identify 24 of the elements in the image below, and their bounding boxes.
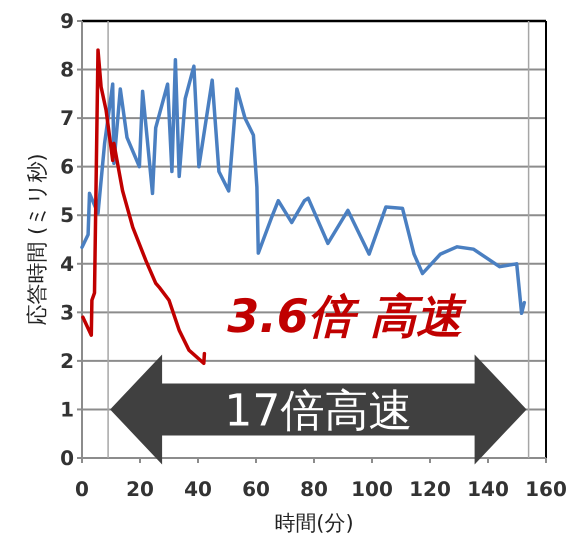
y-tick-label: 8	[60, 58, 74, 82]
x-tick-label: 0	[75, 477, 89, 501]
line-series	[81, 48, 206, 366]
x-tick-label: 140	[467, 477, 509, 501]
y-tick-label: 1	[60, 397, 74, 422]
annotation: 3.6倍 高速	[227, 289, 468, 343]
y-tick-label: 3	[60, 300, 74, 324]
y-tick-label: 0	[60, 446, 74, 470]
y-tick-label: 2	[60, 348, 74, 373]
annotation: 17倍高速	[224, 385, 412, 436]
x-tick-label: 60	[242, 477, 270, 501]
y-tick-label: 5	[60, 203, 74, 228]
y-tick-label: 6	[60, 154, 74, 179]
x-tick-label: 40	[184, 477, 212, 501]
x-tick-label: 160	[525, 477, 567, 501]
x-tick-label: 20	[126, 477, 154, 501]
y-tick-label: 9	[60, 9, 74, 33]
x-tick-label: 100	[351, 477, 393, 501]
y-tick-label: 4	[60, 252, 74, 276]
y-axis-title: 応答時間 (ミリ秒)	[25, 153, 49, 326]
x-tick-label: 80	[300, 477, 328, 501]
x-tick-label: 120	[409, 477, 451, 501]
y-tick-label: 7	[60, 106, 74, 130]
x-axis-title: 時間(分)	[274, 511, 354, 534]
